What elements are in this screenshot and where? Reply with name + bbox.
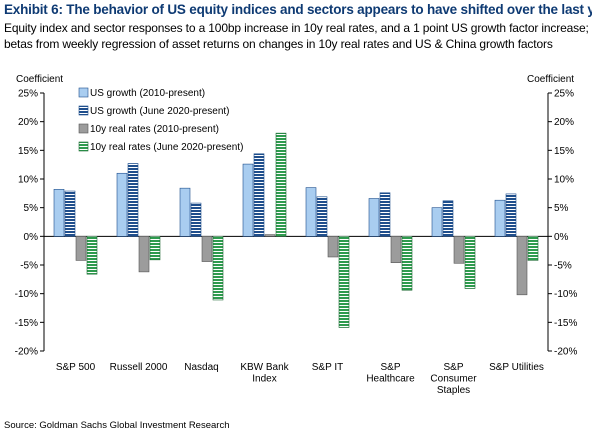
category-label: KBW Bank — [240, 362, 289, 373]
bar-real-rates-2010 — [75, 236, 87, 261]
category-label: Nasdaq — [184, 362, 218, 373]
bar-us-growth-2010 — [431, 207, 443, 237]
bar-us-growth-2020 — [190, 202, 202, 237]
bar-us-growth-2010 — [179, 187, 191, 237]
category-label: Healthcare — [366, 374, 415, 385]
right-tick-label: 25% — [554, 89, 574, 100]
bar-us-growth-2010 — [116, 172, 128, 237]
bar-real-rates-2010 — [327, 236, 339, 258]
category-label: S&P 500 — [56, 362, 96, 373]
category-label: S&P IT — [312, 362, 344, 373]
left-tick-label: 0% — [24, 232, 39, 243]
bar-us-growth-2020 — [316, 196, 328, 237]
bar-real-rates-2010 — [453, 236, 465, 264]
left-tick-label: -15% — [15, 318, 38, 329]
right-tick-label: -5% — [554, 261, 572, 272]
bar-real-rates-2020 — [527, 236, 539, 261]
exhibit-title: Exhibit 6: The behavior of US equity ind… — [4, 2, 592, 17]
left-tick-label: 20% — [18, 117, 38, 128]
bar-real-rates-2020 — [338, 236, 350, 328]
bar-real-rates-2020 — [464, 236, 476, 289]
bar-us-growth-2010 — [305, 187, 317, 237]
category-label: Index — [252, 374, 276, 385]
bar-us-growth-2010 — [494, 199, 506, 237]
right-tick-label: 10% — [554, 175, 574, 186]
bar-real-rates-2020 — [212, 236, 224, 301]
left-tick-label: 5% — [24, 203, 39, 214]
category-label: S&P Utilities — [489, 362, 544, 373]
legend-swatch — [78, 123, 89, 134]
right-tick-label: 15% — [554, 146, 574, 157]
left-tick-label: 15% — [18, 146, 38, 157]
left-tick-label: -10% — [15, 289, 38, 300]
right-tick-label: -10% — [554, 289, 577, 300]
legend-swatch — [78, 141, 89, 152]
category-label: Russell 2000 — [110, 362, 168, 373]
bar-us-growth-2020 — [127, 163, 139, 237]
legend-label: US growth (June 2020-present) — [90, 106, 230, 117]
bar-real-rates-2010 — [516, 236, 528, 296]
right-tick-label: -15% — [554, 318, 577, 329]
category-label: Staples — [437, 385, 470, 396]
bar-us-growth-2020 — [442, 200, 454, 237]
legend-label: US growth (2010-present) — [90, 88, 205, 99]
right-tick-label: 5% — [554, 203, 569, 214]
bar-us-growth-2020 — [64, 190, 76, 237]
bar-us-growth-2020 — [253, 153, 265, 237]
right-axis-title: Coefficient — [527, 74, 574, 85]
left-tick-label: 25% — [18, 89, 38, 100]
bar-real-rates-2020 — [149, 236, 161, 261]
source-note: Source: Goldman Sachs Global Investment … — [4, 420, 230, 431]
category-label: Consumer — [430, 374, 477, 385]
right-tick-label: -20% — [554, 347, 577, 358]
bar-real-rates-2020 — [86, 236, 98, 275]
bar-us-growth-2020 — [505, 193, 517, 237]
category-label: S&P — [443, 362, 463, 373]
left-tick-label: 10% — [18, 175, 38, 186]
bar-real-rates-2020 — [401, 236, 413, 291]
legend: US growth (2010-present) US growth (June … — [78, 87, 243, 153]
bar-us-growth-2010 — [53, 189, 65, 237]
bar-real-rates-2010 — [390, 236, 402, 264]
legend-swatch — [78, 105, 89, 116]
legend-label: 10y real rates (2010-present) — [90, 124, 219, 135]
bar-us-growth-2020 — [379, 192, 391, 237]
left-tick-label: -5% — [20, 261, 38, 272]
category-label: S&P — [380, 362, 400, 373]
bar-real-rates-2010 — [138, 236, 150, 273]
right-tick-label: 0% — [554, 232, 569, 243]
bar-real-rates-2020 — [275, 132, 287, 237]
subtitle-line-2: betas from weekly regression of asset re… — [4, 37, 553, 51]
bar-us-growth-2010 — [242, 163, 254, 237]
bar-real-rates-2010 — [264, 234, 276, 237]
legend-swatch — [78, 87, 89, 98]
bar-real-rates-2010 — [201, 236, 213, 262]
right-tick-label: 20% — [554, 117, 574, 128]
left-axis-title: Coefficient — [16, 74, 63, 85]
left-tick-label: -20% — [15, 347, 38, 358]
subtitle-line-1: Equity index and sector responses to a 1… — [4, 21, 589, 35]
bar-us-growth-2010 — [368, 198, 380, 237]
bars — [53, 132, 539, 328]
legend-label: 10y real rates (June 2020-present) — [90, 142, 243, 153]
axes: -20% -20% -15% -15% -10% -10% -5% -5% 0% 0% 5% 5% 10… — [15, 89, 578, 358]
